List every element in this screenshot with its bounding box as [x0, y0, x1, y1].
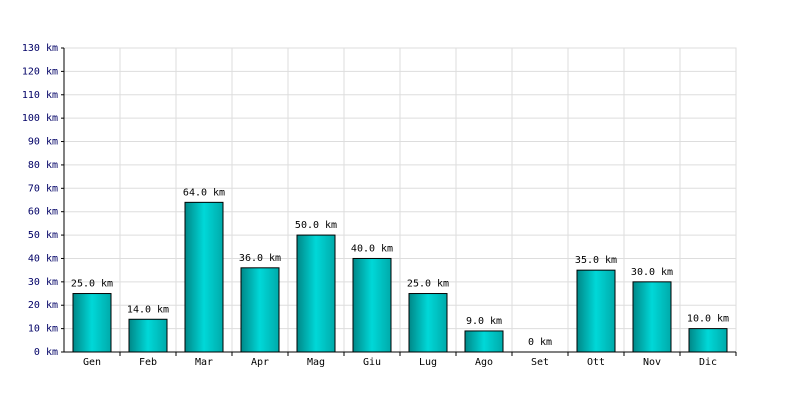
- x-tick-label: Set: [531, 357, 549, 368]
- x-tick-label: Ago: [475, 357, 493, 368]
- x-tick-label: Mar: [195, 357, 213, 368]
- value-label: 14.0 km: [127, 304, 169, 315]
- y-tick-label: 100 km: [22, 113, 58, 124]
- bar: [128, 318, 168, 353]
- value-label: 0 km: [528, 337, 552, 348]
- bar: [464, 330, 504, 353]
- x-tick-label: Feb: [139, 357, 157, 368]
- y-tick-label: 120 km: [22, 66, 58, 77]
- value-label: 30.0 km: [631, 267, 673, 278]
- value-label: 40.0 km: [351, 243, 393, 254]
- y-tick-label: 90 km: [28, 137, 58, 148]
- bar: [632, 281, 672, 353]
- value-label: 10.0 km: [687, 314, 729, 325]
- value-label: 36.0 km: [239, 253, 281, 264]
- x-tick-label: Ott: [587, 357, 605, 368]
- bar: [688, 328, 728, 353]
- y-tick-label: 0 km: [34, 347, 58, 358]
- value-label: 25.0 km: [71, 279, 113, 290]
- y-tick-label: 60 km: [28, 207, 58, 218]
- value-label: 50.0 km: [295, 220, 337, 231]
- y-tick-label: 30 km: [28, 277, 58, 288]
- bar: [352, 257, 392, 353]
- value-label: 35.0 km: [575, 255, 617, 266]
- y-tick-label: 50 km: [28, 230, 58, 241]
- y-tick-label: 40 km: [28, 253, 58, 264]
- bar: [408, 293, 448, 353]
- x-tick-label: Dic: [699, 357, 717, 368]
- x-tick-label: Nov: [643, 357, 661, 368]
- x-tick-label: Gen: [83, 357, 101, 368]
- bar: [240, 267, 280, 353]
- y-tick-label: 70 km: [28, 183, 58, 194]
- value-label: 64.0 km: [183, 187, 225, 198]
- bar: [576, 269, 616, 353]
- y-tick-label: 80 km: [28, 160, 58, 171]
- bar: [184, 201, 224, 353]
- bar: [296, 234, 336, 353]
- x-tick-label: Mag: [307, 357, 325, 368]
- bar: [72, 293, 112, 353]
- y-tick-label: 20 km: [28, 300, 58, 311]
- x-tick-label: Lug: [419, 357, 437, 368]
- x-tick-label: Apr: [251, 357, 269, 368]
- y-tick-label: 10 km: [28, 324, 58, 335]
- y-tick-label: 130 km: [22, 43, 58, 54]
- value-label: 25.0 km: [407, 279, 449, 290]
- y-tick-label: 110 km: [22, 90, 58, 101]
- value-label: 9.0 km: [466, 316, 502, 327]
- x-tick-label: Giu: [363, 357, 381, 368]
